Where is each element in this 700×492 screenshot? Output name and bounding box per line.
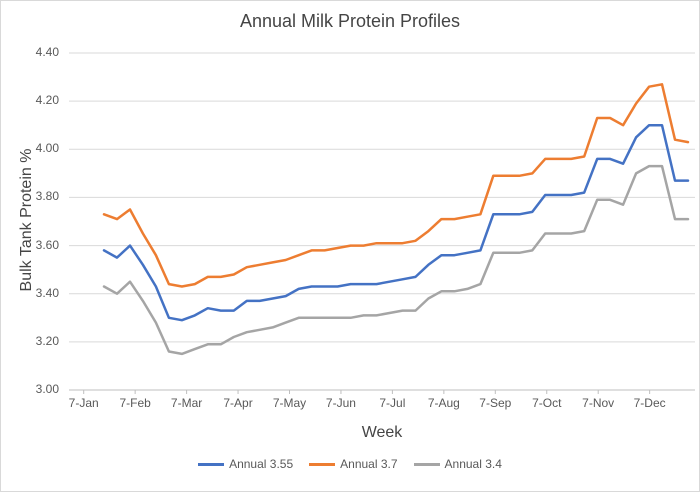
series-line-annual-3-7 [102,83,690,288]
x-tick-label: 7-Dec [633,396,666,410]
x-tick-label: 7-Mar [170,396,203,410]
y-tick-label: 4.00 [35,141,59,156]
x-tick-label: 7-Oct [532,396,562,410]
x-tick-label: 7-Jun [325,396,356,410]
x-tick-label: 7-Aug [427,396,460,410]
x-tick-label: 7-Sep [479,396,512,410]
y-tick-label: 3.40 [35,285,59,300]
x-tick-label: 7-Jul [379,396,406,410]
legend-label: Annual 3.7 [340,457,398,471]
x-tick-label: 7-Nov [582,396,615,410]
legend-label: Annual 3.55 [229,457,294,471]
legend-item-annual-3-55: Annual 3.55 [198,457,293,471]
x-tick-label: 7-Jan [68,396,99,410]
legend-item-annual-3-4: Annual 3.4 [413,457,502,471]
legend: Annual 3.55 Annual 3.7 Annual 3.4 [1,457,699,471]
legend-swatch [198,462,225,466]
x-tick-label: 7-Apr [223,396,253,410]
legend-swatch [413,462,440,466]
series-line-annual-3-55 [102,123,690,322]
x-tick-label: 7-Feb [119,396,151,410]
y-tick-label: 3.60 [35,237,59,252]
y-tick-label: 4.20 [35,93,59,108]
legend-item-annual-3-7: Annual 3.7 [309,457,398,471]
y-tick-label: 3.20 [35,333,59,348]
series-line-annual-3-4 [102,164,690,356]
y-tick-label: 3.80 [35,189,59,204]
chart-title: Annual Milk Protein Profiles [239,11,461,31]
legend-swatch [309,462,336,466]
y-tick-label: 3.00 [35,382,59,396]
x-axis-title: Week [361,424,403,441]
x-tick-label: 7-May [272,396,307,410]
y-tick-label: 4.40 [35,45,59,59]
legend-label: Annual 3.4 [444,457,502,471]
